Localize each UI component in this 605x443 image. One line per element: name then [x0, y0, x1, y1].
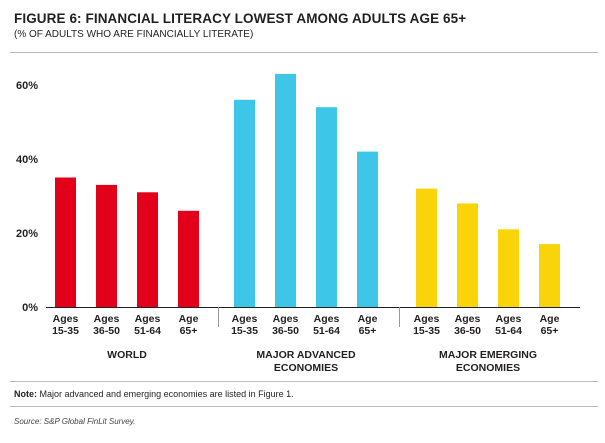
y-tick-label: 40% [16, 154, 38, 166]
x-tick-label: Ages [414, 313, 440, 325]
bar [234, 99, 255, 307]
bar [96, 184, 117, 307]
bar [416, 188, 437, 307]
x-tick-label: Age [540, 313, 560, 325]
x-tick-label: Age [179, 313, 199, 325]
x-tick-label: Ages [232, 313, 258, 325]
x-tick-label: Ages [496, 313, 522, 325]
x-tick-label: Ages [53, 313, 79, 325]
bar [178, 210, 199, 307]
x-tick-label: 51-64 [495, 325, 522, 337]
x-tick-label: Ages [135, 313, 161, 325]
x-tick-label: 36-50 [93, 325, 120, 337]
bar [137, 192, 158, 307]
bar [357, 151, 378, 307]
x-tick-label: 51-64 [134, 325, 161, 337]
note-label: Note: [14, 389, 37, 399]
x-tick-label: Age [358, 313, 378, 325]
x-tick-label: Ages [94, 313, 120, 325]
y-tick-label: 20% [16, 228, 38, 240]
figure-subtitle: (% OF ADULTS WHO ARE FINANCIALLY LITERAT… [14, 29, 254, 40]
x-tick-label: 51-64 [313, 325, 340, 337]
x-tick-label: Ages [314, 313, 340, 325]
bar [498, 229, 519, 307]
group-label: MAJOR EMERGING [439, 349, 537, 361]
figure-note: Note: Major advanced and emerging econom… [14, 389, 294, 399]
x-tick-label: Ages [455, 313, 481, 325]
x-tick-label: 15-35 [231, 325, 258, 337]
group-label: ECONOMIES [274, 362, 338, 374]
bar [539, 244, 560, 307]
figure-source: Source: S&P Global FinLit Survey. [14, 417, 136, 426]
x-tick-label: 65+ [180, 325, 198, 337]
x-tick-label: 36-50 [454, 325, 481, 337]
x-tick-label: Ages [273, 313, 299, 325]
bar [55, 177, 76, 307]
x-tick-label: 15-35 [52, 325, 79, 337]
bar [457, 203, 478, 307]
y-tick-label: 60% [16, 80, 38, 92]
note-divider [10, 406, 598, 407]
group-label: MAJOR ADVANCED [256, 349, 356, 361]
bar-chart: 0%20%40%60%Ages15-35Ages36-50Ages51-64Ag… [16, 73, 580, 374]
figure-title: FIGURE 6: FINANCIAL LITERACY LOWEST AMON… [14, 11, 467, 26]
top-divider [10, 52, 598, 53]
x-tick-label: 65+ [541, 325, 559, 337]
bar [316, 107, 337, 307]
note-text: Major advanced and emerging economies ar… [39, 389, 294, 399]
bar [275, 73, 296, 308]
group-label: ECONOMIES [456, 362, 520, 374]
x-tick-label: 15-35 [413, 325, 440, 337]
y-tick-label: 0% [22, 302, 38, 314]
x-tick-label: 65+ [359, 325, 377, 337]
x-tick-label: 36-50 [272, 325, 299, 337]
group-label: WORLD [107, 349, 147, 361]
bottom-divider [10, 381, 598, 382]
